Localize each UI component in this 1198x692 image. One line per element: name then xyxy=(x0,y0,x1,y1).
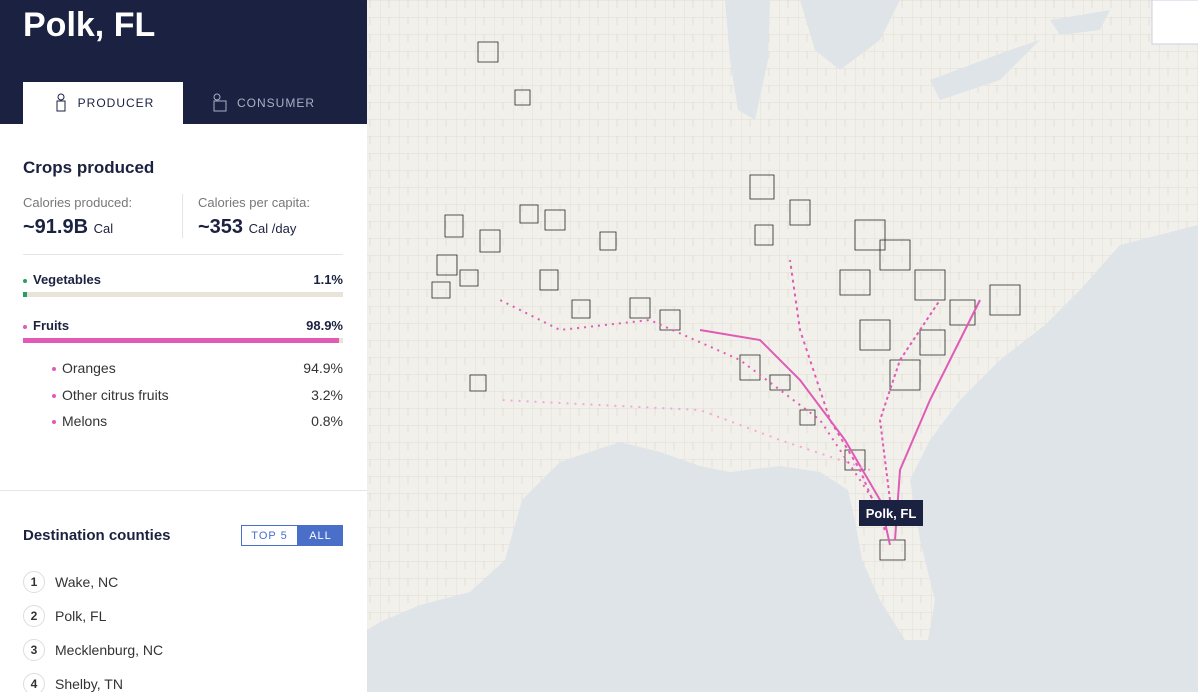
stat-value: ~91.9B Cal xyxy=(23,216,113,239)
value: ~353 xyxy=(198,216,244,238)
county-name: Polk, FL xyxy=(55,608,107,624)
crop-row: Fruits 98.9% xyxy=(23,318,343,333)
toggle-button[interactable]: ALL xyxy=(298,525,343,546)
destination[interactable]: 1 Wake, NC xyxy=(23,571,118,593)
map: Polk, FL xyxy=(367,0,1198,692)
crop-name-wrap: Fruits xyxy=(23,318,69,333)
lake xyxy=(725,0,1110,120)
sub-crop-name: Oranges xyxy=(62,360,116,376)
destination[interactable]: 2 Polk, FL xyxy=(23,605,106,627)
sub-crop-value: 94.9% xyxy=(303,360,343,376)
stat-value: ~353 Cal /day xyxy=(198,216,296,239)
tooltip xyxy=(859,500,923,526)
county-name: Shelby, TN xyxy=(55,676,123,692)
crop-row: Vegetables 1.1% xyxy=(23,272,343,287)
crop-value: 98.9% xyxy=(306,318,343,333)
rank: 1 xyxy=(23,571,45,593)
value: ~91.9B xyxy=(23,216,89,238)
section-title: Destination counties xyxy=(23,527,171,544)
unit: Cal /day xyxy=(248,221,297,236)
tab-label: CONSUMER xyxy=(236,96,315,110)
tab-label: PRODUCER xyxy=(77,96,155,110)
consumer-tab[interactable]: CONSUMER xyxy=(183,82,343,124)
crop-name-wrap: Vegetables xyxy=(23,272,101,287)
sub-crop-name: Melons xyxy=(62,413,108,429)
bar-track xyxy=(23,292,343,297)
sub-crop-row: Oranges 94.9% xyxy=(52,360,343,376)
rank: 3 xyxy=(23,639,45,661)
stat-label: Calories produced: xyxy=(23,195,133,210)
rank: 2 xyxy=(23,605,45,627)
sub-crop-row: Melons 0.8% xyxy=(52,413,343,429)
side-panel: Polk, FL PRODUCER CONSUMER Crops produce… xyxy=(0,0,367,692)
dot xyxy=(23,324,27,329)
bar xyxy=(23,338,340,343)
stat-label: Calories per capita: xyxy=(198,195,310,210)
dot xyxy=(52,420,56,425)
destination[interactable]: 3 Mecklenburg, NC xyxy=(23,639,163,661)
counties xyxy=(431,41,1021,561)
county-name: Wake, NC xyxy=(55,574,119,590)
destination[interactable]: 4 Shelby, TN xyxy=(23,673,123,692)
bar xyxy=(23,292,27,297)
sub-crop-wrap: Other citrus fruits xyxy=(52,387,169,403)
county-name: Mecklenburg, NC xyxy=(55,642,164,658)
crop-value: 1.1% xyxy=(313,272,343,287)
sub-crop-wrap: Melons xyxy=(52,413,107,429)
sub-crop-wrap: Oranges xyxy=(52,360,116,376)
dot xyxy=(52,367,56,372)
rank: 4 xyxy=(23,673,45,692)
unit: Cal xyxy=(93,221,114,236)
toggle-button[interactable]: TOP 5 xyxy=(241,525,298,546)
title: Polk, FL xyxy=(23,6,156,44)
icon xyxy=(213,93,227,112)
crop-name: Fruits xyxy=(33,318,70,333)
bar-track xyxy=(23,338,343,343)
dot xyxy=(23,278,27,283)
producer-tab[interactable]: PRODUCER xyxy=(23,82,183,124)
crop-name: Vegetables xyxy=(33,272,101,287)
section-title: Crops produced xyxy=(23,158,155,177)
header: Polk, FL PRODUCER CONSUMER xyxy=(0,0,367,124)
sub-crop-row: Other citrus fruits 3.2% xyxy=(52,387,343,403)
sub-crop-value: 3.2% xyxy=(311,386,343,403)
sub-crop-name: Other citrus fruits xyxy=(62,386,169,403)
sub-crop-value: 0.8% xyxy=(311,413,343,429)
dot xyxy=(52,393,56,398)
map-label: Polk, FL xyxy=(866,506,917,521)
map-button[interactable] xyxy=(1151,0,1198,45)
icon xyxy=(56,93,66,112)
